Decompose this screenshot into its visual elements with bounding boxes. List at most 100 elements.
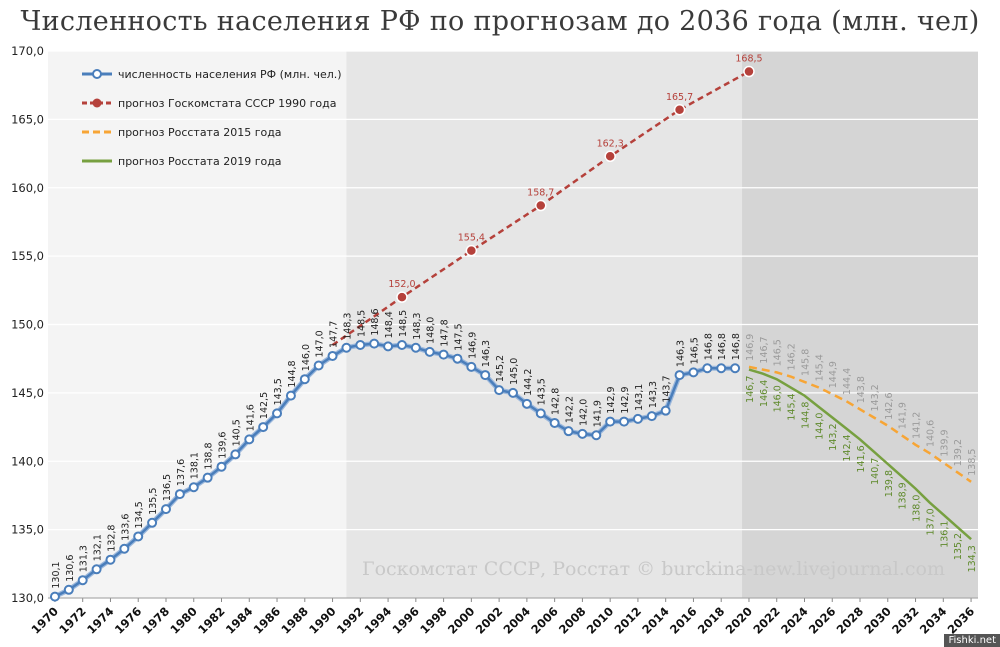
- goskomstat-data-label: 168,5: [735, 54, 762, 65]
- history-point: [355, 340, 366, 351]
- history-point: [466, 361, 477, 372]
- history-data-label: 137,6: [176, 459, 187, 486]
- history-point: [424, 346, 435, 357]
- x-tick-label: 2006: [528, 604, 561, 637]
- legend-marker: [92, 69, 102, 79]
- rosstat-2019-data-label: 142,4: [842, 434, 853, 461]
- rosstat-2015-data-label: 146,2: [787, 343, 798, 370]
- x-tick-label: 2008: [556, 604, 589, 637]
- history-data-label: 143,5: [537, 378, 548, 405]
- history-data-label: 134,5: [134, 501, 145, 528]
- history-point: [230, 449, 241, 460]
- goskomstat-data-label: 165,7: [666, 92, 693, 103]
- history-data-label: 139,6: [218, 432, 229, 459]
- history-data-label: 148,5: [398, 310, 409, 337]
- history-data-label: 141,9: [592, 400, 603, 427]
- x-tick-label: 2032: [889, 604, 922, 637]
- legend-marker: [92, 98, 102, 108]
- history-point: [202, 472, 213, 483]
- series-line-rosstat-2019: [748, 368, 972, 541]
- history-point: [535, 408, 546, 419]
- history-data-label: 143,5: [273, 378, 284, 405]
- y-tick-label: 160,0: [11, 181, 44, 195]
- x-tick-label: 1990: [306, 604, 339, 637]
- goskomstat-point: [535, 199, 547, 212]
- y-tick-label: 170,0: [11, 44, 44, 58]
- series-line-rosstat-2015: [748, 365, 972, 483]
- history-data-label: 138,8: [204, 442, 215, 469]
- x-tick-label: 2026: [806, 604, 839, 637]
- x-tick-label: 2016: [667, 604, 700, 637]
- rosstat-2015-data-label: 140,6: [925, 420, 936, 447]
- history-point: [188, 482, 199, 493]
- history-point: [577, 428, 588, 439]
- site-badge: Fishki.net: [944, 634, 1000, 647]
- rosstat-2019-data-label: 141,6: [856, 445, 867, 472]
- history-data-label: 146,8: [717, 333, 728, 360]
- rosstat-2015-data-label: 144,9: [828, 361, 839, 388]
- x-tick-label: 1982: [195, 604, 228, 637]
- history-point: [160, 504, 171, 515]
- history-point: [730, 363, 741, 374]
- history-point: [660, 405, 671, 416]
- history-data-label: 132,1: [93, 534, 104, 561]
- history-point: [591, 430, 602, 441]
- history-point: [702, 363, 713, 374]
- rosstat-2015-data-label: 143,2: [870, 384, 881, 411]
- history-data-label: 147,0: [315, 330, 326, 357]
- history-data-label: 138,1: [190, 452, 201, 479]
- history-data-label: 147,7: [329, 321, 340, 348]
- history-point: [563, 426, 574, 437]
- history-point: [632, 413, 643, 424]
- x-tick-label: 1980: [167, 604, 200, 637]
- x-tick-label: 1972: [56, 604, 89, 637]
- history-data-label: 142,8: [551, 388, 562, 415]
- history-point: [285, 390, 296, 401]
- x-tick-label: 1984: [223, 604, 256, 637]
- rosstat-2015-data-label: 146,7: [759, 336, 770, 363]
- history-point: [508, 387, 518, 398]
- goskomstat-data-label: 155,4: [458, 233, 485, 244]
- history-data-label: 146,5: [689, 337, 700, 364]
- history-point: [244, 434, 255, 445]
- history-point: [147, 517, 158, 528]
- rosstat-2019-data-label: 146,7: [745, 376, 756, 403]
- history-point: [646, 411, 657, 422]
- x-tick-label: 2024: [778, 604, 811, 637]
- history-point: [410, 342, 421, 353]
- history-data-label: 146,0: [301, 344, 312, 371]
- x-tick-label: 1992: [334, 604, 367, 637]
- history-point: [77, 575, 88, 586]
- rosstat-2019-data-label: 144,0: [814, 413, 825, 440]
- y-tick-label: 140,0: [11, 454, 44, 468]
- rosstat-2015-data-label: 139,9: [939, 429, 950, 456]
- goskomstat-point: [465, 244, 478, 257]
- y-tick-label: 155,0: [11, 249, 44, 263]
- goskomstat-data-label: 152,0: [388, 279, 415, 290]
- history-data-label: 148,3: [342, 313, 353, 340]
- history-data-label: 148,5: [356, 310, 367, 337]
- rosstat-2015-data-label: 141,2: [912, 412, 923, 439]
- rosstat-2015-data-label: 138,5: [967, 449, 978, 476]
- rosstat-2015-data-label: 139,2: [953, 439, 964, 466]
- x-tick-label: 1996: [389, 604, 422, 637]
- rosstat-2015-data-label: 145,8: [800, 349, 811, 376]
- history-data-label: 148,0: [426, 317, 437, 344]
- history-data-label: 148,6: [370, 308, 381, 335]
- history-data-label: 146,3: [481, 340, 492, 367]
- history-data-label: 130,1: [51, 561, 62, 588]
- y-tick-label: 145,0: [11, 386, 44, 400]
- history-data-label: 132,8: [106, 525, 117, 552]
- rosstat-2019-data-label: 146,0: [773, 385, 784, 412]
- history-point: [619, 416, 630, 427]
- history-data-label: 142,9: [606, 386, 617, 413]
- x-tick-label: 2012: [612, 604, 645, 637]
- history-data-label: 142,9: [620, 386, 631, 413]
- x-tick-label: 2036: [945, 604, 978, 637]
- history-data-label: 146,8: [703, 333, 714, 360]
- x-tick-label: 2004: [500, 604, 533, 637]
- history-data-label: 146,8: [731, 333, 742, 360]
- rosstat-2019-data-label: 134,3: [967, 545, 978, 572]
- rosstat-2015-data-label: 141,9: [898, 402, 909, 429]
